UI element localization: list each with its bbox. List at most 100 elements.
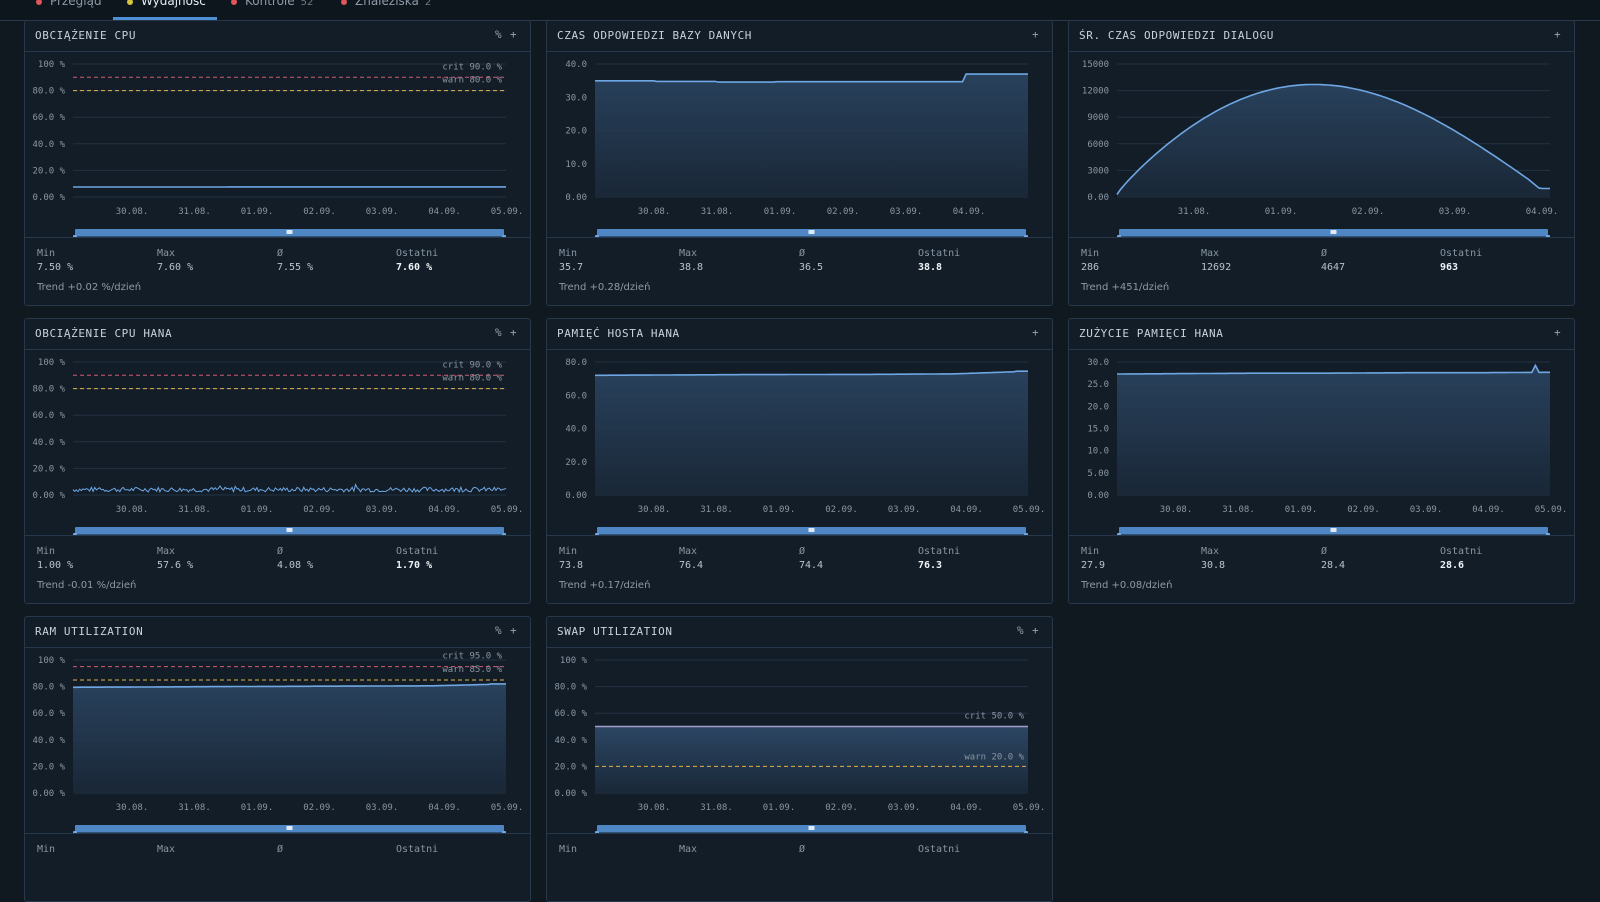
x-tick-label: 03.09. <box>888 505 921 515</box>
grip-icon[interactable] <box>1331 528 1337 532</box>
stat-label-min: Min <box>559 248 577 259</box>
grip-icon[interactable] <box>1331 230 1337 234</box>
stat-label-avg: Ø <box>799 248 805 259</box>
y-tick-label: 0.00 <box>1087 193 1109 203</box>
x-tick-label: 02.09. <box>827 207 860 217</box>
x-tick-label: 04.09. <box>428 505 461 515</box>
grip-icon[interactable] <box>809 528 815 532</box>
x-tick-label: 30.08. <box>1160 505 1193 515</box>
x-tick-label: 04.09. <box>1526 207 1559 217</box>
grip-icon[interactable] <box>287 826 293 830</box>
panel-title: OBCIĄŻENIE CPU HANA <box>35 327 172 340</box>
x-tick-label: 03.09. <box>888 803 921 813</box>
line-chart: 40.030.020.010.00.0030.08.31.08.01.09.02… <box>547 52 1052 237</box>
range-navigator[interactable] <box>595 527 1028 535</box>
add-icon[interactable]: + <box>510 624 517 637</box>
range-navigator[interactable] <box>73 229 506 237</box>
line-chart: 15000120009000600030000.0031.08.01.09.02… <box>1069 52 1574 237</box>
x-tick-label: 02.09. <box>303 505 336 515</box>
status-dot-icon <box>127 0 133 5</box>
line-chart: 80.060.040.020.00.0030.08.31.08.01.09.02… <box>547 350 1052 535</box>
add-icon[interactable]: + <box>510 326 517 339</box>
add-icon[interactable]: + <box>1032 624 1039 637</box>
x-tick-label: 04.09. <box>950 505 983 515</box>
percent-toggle-button[interactable]: % <box>495 28 502 41</box>
y-tick-label: 80.0 <box>565 358 587 368</box>
stat-value-last: 28.6 <box>1440 560 1464 571</box>
y-tick-label: 40.0 % <box>32 736 65 746</box>
x-tick-label: 04.09. <box>428 803 461 813</box>
y-tick-label: 80.0 % <box>554 683 587 693</box>
x-tick-label: 31.08. <box>1178 207 1211 217</box>
add-icon[interactable]: + <box>510 28 517 41</box>
y-tick-label: 100 % <box>560 656 588 666</box>
stat-value-avg: 4647 <box>1321 262 1345 273</box>
percent-toggle-button[interactable]: % <box>495 326 502 339</box>
y-tick-label: 0.00 % <box>32 789 65 799</box>
percent-toggle-button[interactable]: % <box>495 624 502 637</box>
tab-label: Przegląd <box>50 0 102 8</box>
y-tick-label: 20.0 <box>565 127 587 137</box>
series-area <box>1117 365 1550 495</box>
y-tick-label: 20.0 % <box>32 464 65 474</box>
tab-performance[interactable]: Wydajność <box>127 0 206 16</box>
tab-overview[interactable]: Przegląd <box>36 0 102 16</box>
stat-label-last: Ostatni <box>1440 546 1482 557</box>
range-navigator[interactable] <box>73 825 506 833</box>
x-tick-label: 03.09. <box>1439 207 1472 217</box>
panel-title: RAM UTILIZATION <box>35 625 143 638</box>
status-dot-icon <box>36 0 42 5</box>
stat-label-min: Min <box>559 546 577 557</box>
range-navigator[interactable] <box>1117 229 1550 237</box>
stat-value-last: 963 <box>1440 262 1458 273</box>
add-icon[interactable]: + <box>1554 28 1561 41</box>
x-tick-label: 04.09. <box>1472 505 1505 515</box>
range-navigator[interactable] <box>1117 527 1550 535</box>
stat-value-last: 7.60 % <box>396 262 432 273</box>
stat-label-min: Min <box>559 844 577 855</box>
x-tick-label: 30.08. <box>116 207 149 217</box>
y-tick-label: 40.0 <box>565 60 587 70</box>
range-navigator[interactable] <box>595 825 1028 833</box>
grip-icon[interactable] <box>809 826 815 830</box>
stat-label-max: Max <box>1201 546 1219 557</box>
series-line <box>73 485 506 492</box>
percent-toggle-button[interactable]: % <box>1017 624 1024 637</box>
panel-title: OBCIĄŻENIE CPU <box>35 29 136 42</box>
tab-label: Wydajność <box>141 0 206 8</box>
add-icon[interactable]: + <box>1032 28 1039 41</box>
add-icon[interactable]: + <box>1032 326 1039 339</box>
grip-icon[interactable] <box>287 230 293 234</box>
range-navigator[interactable] <box>595 229 1028 237</box>
x-tick-label: 03.09. <box>366 803 399 813</box>
x-tick-label: 31.08. <box>178 803 211 813</box>
stat-label-avg: Ø <box>277 248 283 259</box>
trend-text: Trend +0.08/dzień <box>1081 580 1172 591</box>
x-tick-label: 04.09. <box>953 207 986 217</box>
grip-icon[interactable] <box>809 230 815 234</box>
x-tick-label: 30.08. <box>638 803 671 813</box>
stat-label-avg: Ø <box>1321 248 1327 259</box>
add-icon[interactable]: + <box>1554 326 1561 339</box>
warn-threshold-label: warn 80.0 % <box>442 76 502 86</box>
x-tick-label: 05.09. <box>1535 505 1568 515</box>
range-navigator[interactable] <box>73 527 506 535</box>
grip-icon[interactable] <box>287 528 293 532</box>
chart-panel: SWAP UTILIZATION%+100 %80.0 %60.0 %40.0 … <box>546 616 1053 902</box>
status-dot-icon <box>231 0 237 5</box>
panel-header: OBCIĄŻENIE CPU HANA% + <box>25 319 530 350</box>
x-tick-label: 01.09. <box>763 803 796 813</box>
y-tick-label: 100 % <box>38 358 66 368</box>
y-tick-label: 10.0 <box>565 160 587 170</box>
stat-value-avg: 74.4 <box>799 560 823 571</box>
stat-label-last: Ostatni <box>918 248 960 259</box>
